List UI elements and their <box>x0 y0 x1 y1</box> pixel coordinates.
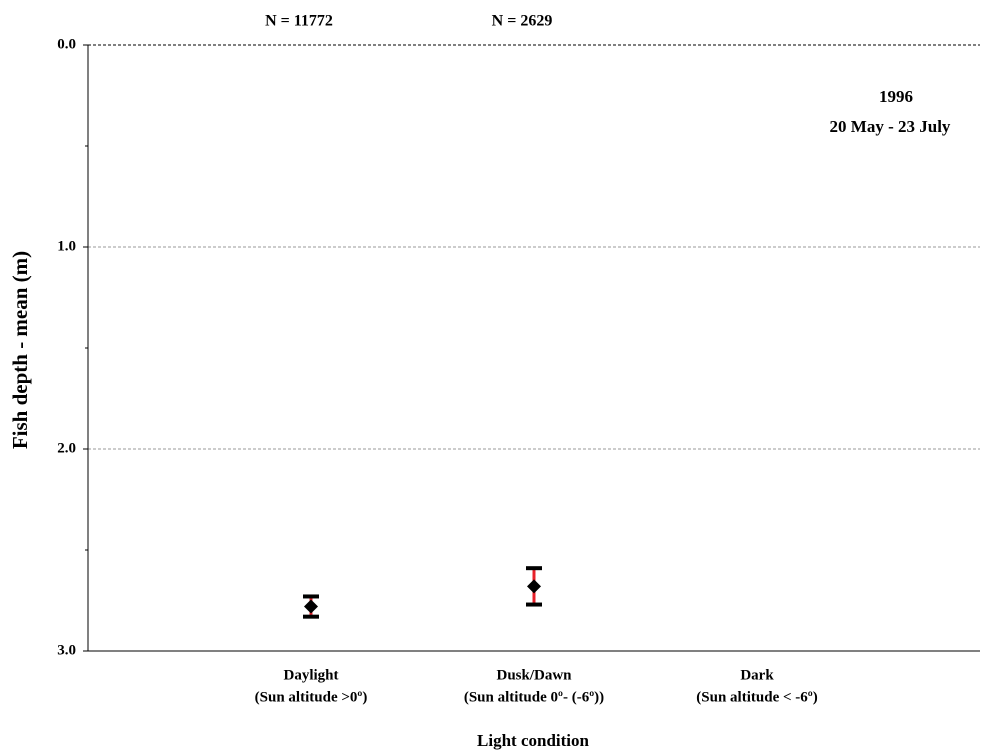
y-tick-label: 1.0 <box>57 238 76 254</box>
marker <box>304 599 318 614</box>
count-label: N = 2629 <box>492 13 553 30</box>
y-tick-label: 3.0 <box>57 642 76 658</box>
note: 20 May - 23 July <box>830 117 951 136</box>
marker <box>527 579 541 594</box>
note: 1996 <box>879 87 913 106</box>
y-axis-label: Fish depth - mean (m) <box>8 251 32 449</box>
x-tick-sublabel: (Sun altitude >0º) <box>255 689 368 705</box>
x-tick-sublabel: (Sun altitude 0º- (-6º)) <box>464 689 604 705</box>
x-axis-label: Light condition <box>477 731 589 750</box>
x-tick-label: Dark <box>740 667 774 683</box>
count-label: N = 11772 <box>265 13 333 30</box>
y-tick-label: 2.0 <box>57 440 76 456</box>
y-tick-label: 0.0 <box>57 36 76 52</box>
x-tick-label: Dusk/Dawn <box>496 667 572 683</box>
x-tick-label: Daylight <box>283 667 338 683</box>
x-tick-sublabel: (Sun altitude < -6º) <box>696 689 817 705</box>
